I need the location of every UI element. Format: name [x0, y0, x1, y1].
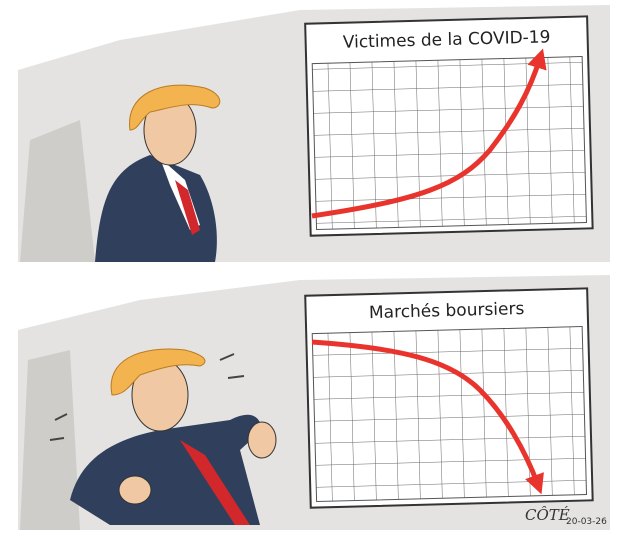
- figure-calm: [95, 84, 221, 262]
- chart-title: Marchés boursiers: [369, 299, 525, 323]
- board: Marchés boursiers: [304, 287, 594, 509]
- board: Victimes de la COVID-19: [304, 15, 594, 237]
- figure-panicked: [49, 348, 277, 525]
- shadow: [20, 120, 95, 262]
- curve-up: [311, 48, 547, 219]
- date: 20-03-26: [566, 517, 607, 527]
- panel-top: Victimes de la COVID-19: [18, 5, 610, 262]
- panel-bottom: Marchés boursiers CÔTÉ 20-03-26: [18, 275, 610, 530]
- curve-down: [311, 339, 544, 495]
- signature: CÔTÉ: [525, 506, 570, 524]
